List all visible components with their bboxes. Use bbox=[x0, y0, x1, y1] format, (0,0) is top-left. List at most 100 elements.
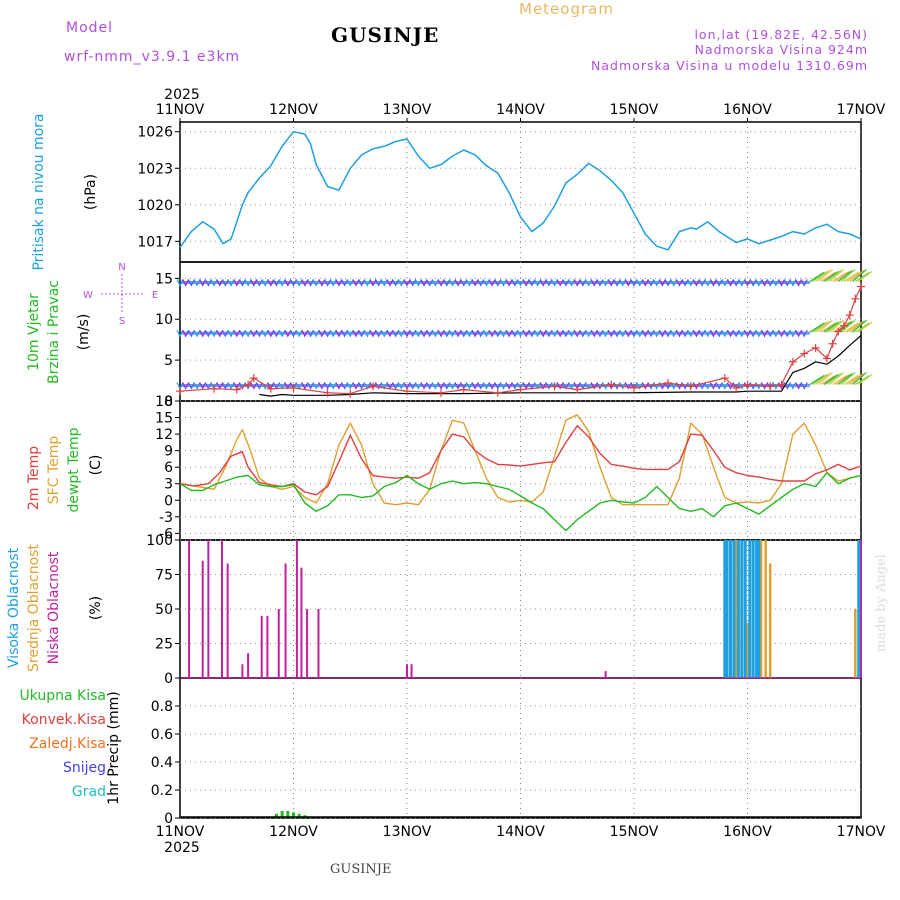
precip-legend-item: Ukupna Kisa bbox=[19, 688, 106, 704]
wind-barb bbox=[437, 279, 445, 287]
wind-barb bbox=[210, 329, 218, 338]
wind-barb bbox=[494, 382, 502, 390]
wind-speed-marker bbox=[686, 382, 695, 391]
wind-barb bbox=[182, 329, 190, 338]
wind-barb bbox=[800, 329, 808, 338]
lonlat-label: lon,lat (19.82E, 42.56N) bbox=[694, 27, 868, 42]
wind-barb bbox=[460, 329, 468, 338]
wind-barb bbox=[692, 279, 700, 287]
cloud-tick-label: 75 bbox=[155, 568, 173, 584]
wind-barb bbox=[488, 279, 496, 287]
top-date-tick: 13NOV bbox=[383, 102, 432, 118]
wind-speed-marker bbox=[857, 282, 865, 291]
wind-barb bbox=[471, 279, 479, 287]
wind-barb bbox=[687, 279, 695, 287]
wind-barb-strong bbox=[815, 269, 830, 282]
precip-legend-item: Zaledj.Kisa bbox=[29, 736, 106, 752]
wind-barb bbox=[346, 329, 354, 338]
wind-barb bbox=[647, 329, 655, 338]
wind-barb bbox=[295, 279, 303, 287]
wind-barb-strong bbox=[820, 322, 836, 333]
wind-barb bbox=[732, 329, 740, 338]
wind-barb bbox=[358, 382, 366, 390]
wind-barb bbox=[199, 382, 207, 390]
wind-barb bbox=[721, 329, 729, 338]
wind-barb bbox=[295, 329, 303, 338]
wind-barb-strong bbox=[849, 269, 865, 282]
wind-barb-strong bbox=[840, 319, 856, 333]
wind-barb bbox=[772, 329, 780, 338]
wind-barb bbox=[363, 329, 371, 338]
model-label: Model bbox=[66, 20, 114, 36]
wind-barb bbox=[687, 329, 695, 338]
wind-barb bbox=[182, 279, 190, 287]
wind-barb bbox=[675, 329, 683, 338]
wind-barb bbox=[499, 382, 508, 390]
wind-barb bbox=[306, 329, 315, 338]
wind-barb bbox=[267, 279, 275, 287]
bottom-date-tick: 12NOV bbox=[269, 824, 318, 840]
temp-tick-label: 0 bbox=[164, 493, 173, 509]
wind-barb bbox=[352, 382, 360, 390]
dewpoint-line bbox=[179, 472, 862, 532]
wind-barb bbox=[499, 329, 508, 338]
wind-barb bbox=[624, 279, 632, 287]
wind-barb bbox=[238, 329, 246, 338]
wind-barb bbox=[409, 329, 417, 338]
year-label-top: 2025 bbox=[164, 87, 200, 103]
wind-barb bbox=[636, 279, 644, 287]
wind-barb bbox=[602, 329, 610, 338]
wind-barb-strong bbox=[843, 374, 859, 385]
wind-barb bbox=[465, 329, 473, 338]
compass-arrows bbox=[101, 274, 143, 314]
wind-barb bbox=[369, 329, 377, 338]
wind-barb bbox=[187, 382, 195, 390]
wind-barb-strong bbox=[855, 322, 870, 333]
footer-station: GUSINJE bbox=[330, 862, 392, 877]
wind-barb-strong bbox=[815, 320, 830, 333]
compass-n: N bbox=[118, 262, 125, 273]
wind-barb bbox=[448, 279, 456, 287]
wind-barb bbox=[312, 382, 320, 390]
top-date-tick: 12NOV bbox=[269, 102, 318, 118]
wind-barb bbox=[681, 382, 689, 390]
wind-barb-strong bbox=[849, 372, 865, 385]
wind-barb bbox=[715, 329, 723, 338]
wind-speed-marker bbox=[176, 387, 184, 396]
wind-barb-strong bbox=[829, 268, 845, 282]
wind-barb bbox=[670, 279, 678, 287]
pressure-axis-title: Pritisak na nivou mora bbox=[31, 113, 47, 270]
wind-barb bbox=[346, 279, 354, 287]
wind-barb bbox=[636, 382, 644, 390]
wind-barb-strong bbox=[855, 271, 870, 282]
wind-barb bbox=[306, 279, 315, 287]
wind-barb bbox=[443, 329, 451, 338]
wind-tick-label: 15 bbox=[155, 271, 173, 287]
pressure-tick-label: 1017 bbox=[137, 234, 173, 250]
wind-barb bbox=[272, 329, 281, 338]
compass-e: E bbox=[152, 290, 158, 301]
wind-barb bbox=[766, 279, 774, 287]
wind-barb bbox=[301, 279, 309, 287]
precip-tick-label: 0.8 bbox=[151, 699, 173, 715]
pressure-line bbox=[179, 130, 862, 251]
wind-barb bbox=[528, 329, 536, 338]
wind-barb-strong bbox=[826, 320, 842, 333]
precip-legend-item: Grad bbox=[72, 784, 106, 800]
wind-speed-marker bbox=[210, 384, 219, 393]
wind-barb bbox=[335, 279, 343, 287]
wind-barb-strong bbox=[837, 320, 853, 333]
wind-barb bbox=[318, 279, 326, 287]
wind-barb bbox=[664, 382, 672, 390]
wind-barb bbox=[516, 329, 525, 338]
bottom-date-tick: 11NOV bbox=[156, 824, 205, 840]
wind-barb bbox=[647, 279, 655, 287]
wind-barb bbox=[783, 279, 791, 287]
wind-barb bbox=[409, 279, 417, 287]
wind-barb bbox=[664, 279, 672, 287]
elevation-label: Nadmorska Visina 924m bbox=[694, 42, 868, 57]
temp-tick-label: 12 bbox=[155, 427, 173, 443]
wind-barb bbox=[760, 279, 769, 287]
wind-speed-marker bbox=[732, 383, 741, 392]
wind-barb-strong bbox=[846, 373, 862, 385]
